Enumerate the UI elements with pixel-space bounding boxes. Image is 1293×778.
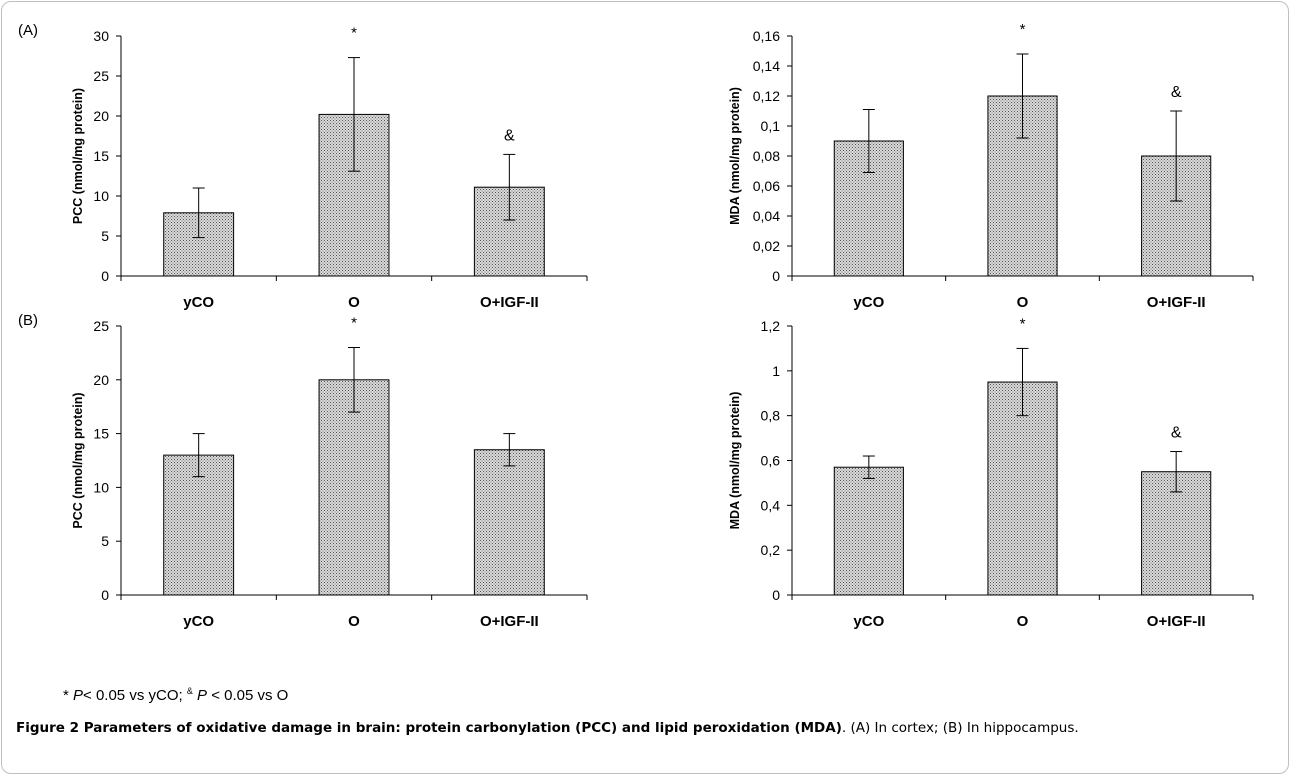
bar-O+IGF-II: [473, 449, 545, 596]
y-tick-label: 0,2: [761, 542, 781, 558]
y-tick-label: 20: [93, 372, 109, 388]
y-tick-label: 0,1: [761, 118, 781, 134]
y-tick-label: 0,16: [753, 28, 780, 44]
significance-marker: *: [351, 25, 357, 42]
y-tick-label: 5: [101, 533, 109, 549]
significance-marker: *: [1020, 21, 1026, 38]
y-tick-label: 20: [93, 108, 109, 124]
y-tick-label: 0,4: [761, 497, 781, 513]
y-tick-label: 0: [772, 587, 780, 603]
footnote-amp: &: [186, 686, 193, 696]
x-tick-label: O: [348, 613, 360, 630]
chart-4: 0 0,2 0,4 0,6 0,8 1 1,2 MDA (nmol/mg protein) yC…: [728, 315, 1254, 630]
x-tick-label: O: [1017, 294, 1029, 311]
x-tick-label: O: [1017, 613, 1029, 630]
y-axis-label: PCC (nmol/mg protein): [71, 88, 85, 224]
y-tick-label: 10: [93, 479, 109, 495]
bar-yCO: [163, 454, 235, 596]
y-axis-label: MDA (nmol/mg protein): [728, 87, 742, 225]
significance-marker: &: [1171, 425, 1182, 442]
y-tick-label: 0,6: [761, 453, 781, 469]
y-tick-label: 15: [93, 148, 109, 164]
y-tick-label: 30: [93, 28, 109, 44]
panel-label-a: (A): [18, 22, 38, 39]
caption-title: Figure 2 Parameters of oxidative damage …: [16, 720, 842, 736]
y-tick-label: 1: [772, 363, 780, 379]
y-tick-label: 10: [93, 188, 109, 204]
y-tick-label: 0,06: [753, 178, 780, 194]
significance-marker: &: [504, 127, 515, 144]
chart-2: 0 0,02 0,04 0,06 0,08 0,1 0,12 0,14 0,16 MDA (nmo…: [728, 21, 1254, 311]
y-tick-label: 1,2: [761, 318, 781, 334]
y-tick-label: 25: [93, 68, 109, 84]
significance-marker: &: [1171, 84, 1182, 101]
chart-1: 0 5 10 15 20 25 30 PCC (nmol/mg protein) yCO * O & O…: [71, 25, 588, 311]
x-tick-label: yCO: [853, 294, 884, 311]
chart-3: 0 5 10 15 20 25 PCC (nmol/mg protein) yCO * O O+IG…: [71, 315, 588, 630]
y-tick-label: 0,8: [761, 408, 781, 424]
figure-caption: Figure 2 Parameters of oxidative damage …: [16, 718, 1281, 739]
y-tick-label: 5: [101, 228, 109, 244]
significance-footnote: * P< 0.05 vs yCO; & P < 0.05 vs O: [63, 686, 288, 704]
x-tick-label: yCO: [183, 613, 214, 630]
bar-O: [318, 379, 390, 596]
x-tick-label: O+IGF-II: [480, 294, 539, 311]
x-tick-label: yCO: [853, 613, 884, 630]
y-tick-label: 25: [93, 318, 109, 334]
x-tick-label: O+IGF-II: [1147, 613, 1206, 630]
caption-text: . (A) In cortex; (B) In hippocampus.: [841, 720, 1079, 736]
panel-label-b: (B): [18, 312, 38, 329]
y-tick-label: 0,02: [753, 238, 780, 254]
x-tick-label: O+IGF-II: [480, 613, 539, 630]
significance-marker: *: [1020, 315, 1026, 332]
y-axis-label: MDA (nmol/mg protein): [728, 392, 742, 530]
x-tick-label: yCO: [183, 294, 214, 311]
y-tick-label: 0,04: [753, 208, 780, 224]
significance-marker: *: [351, 315, 357, 332]
y-axis-label: PCC (nmol/mg protein): [71, 392, 85, 528]
footnote-star: *: [63, 687, 74, 704]
y-tick-label: 15: [93, 426, 109, 442]
footnote-text1: < 0.05 vs yCO;: [83, 687, 187, 704]
y-tick-label: 0,14: [753, 58, 780, 74]
bar-O: [987, 381, 1058, 596]
footnote-text2: < 0.05 vs O: [207, 687, 289, 704]
y-tick-label: 0: [101, 268, 109, 284]
y-tick-label: 0: [772, 268, 780, 284]
y-tick-label: 0,12: [753, 88, 780, 104]
y-tick-label: 0: [101, 587, 109, 603]
x-tick-label: O: [348, 294, 360, 311]
y-tick-label: 0,08: [753, 148, 780, 164]
footnote-p2: P: [192, 687, 208, 704]
x-tick-label: O+IGF-II: [1147, 294, 1206, 311]
footnote-p1: P: [73, 687, 84, 704]
bar-yCO: [833, 466, 904, 596]
